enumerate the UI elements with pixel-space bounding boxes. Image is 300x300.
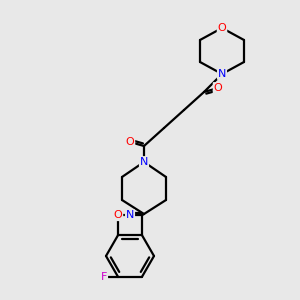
Text: O: O xyxy=(214,83,222,93)
Text: N: N xyxy=(126,210,134,220)
Text: O: O xyxy=(218,23,226,33)
Text: O: O xyxy=(126,137,134,147)
Text: O: O xyxy=(114,210,122,220)
Text: N: N xyxy=(218,69,226,79)
Text: N: N xyxy=(140,157,148,167)
Text: F: F xyxy=(101,272,107,282)
